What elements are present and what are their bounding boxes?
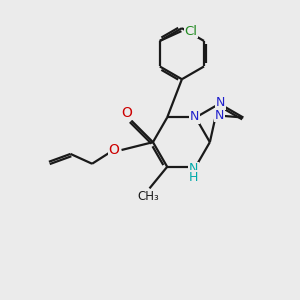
Text: N: N (189, 162, 198, 175)
Text: O: O (121, 106, 132, 120)
Text: H: H (189, 171, 198, 184)
Text: N: N (215, 109, 224, 122)
Text: CH₃: CH₃ (138, 190, 159, 203)
Text: Cl: Cl (185, 25, 198, 38)
Text: O: O (108, 143, 119, 157)
Text: N: N (190, 110, 199, 123)
Text: N: N (216, 96, 225, 109)
